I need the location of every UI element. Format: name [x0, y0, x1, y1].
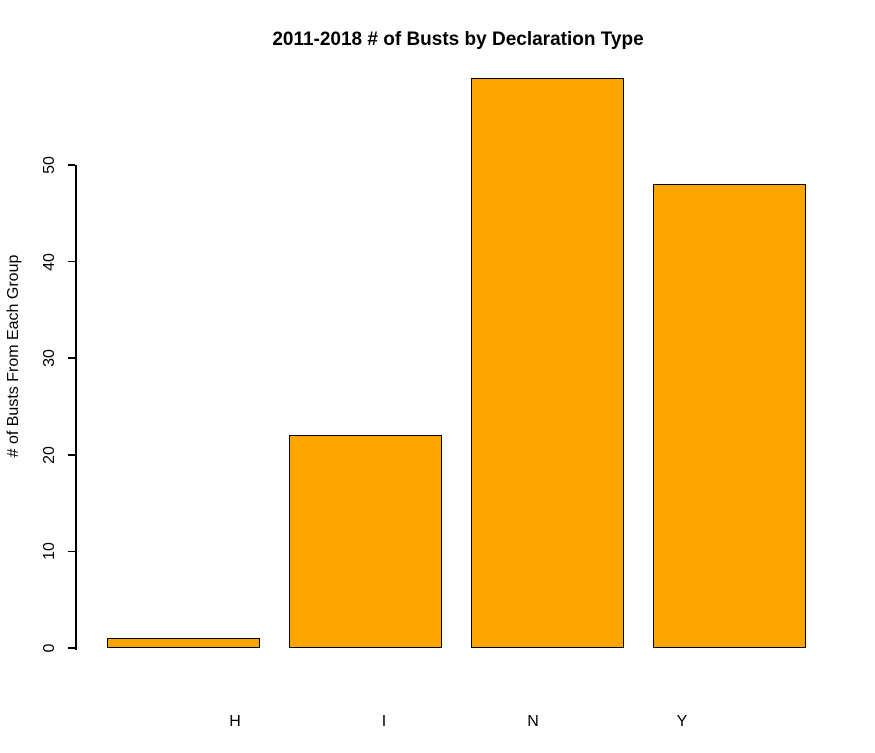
y-axis-label: # of Busts From Each Group — [5, 254, 22, 458]
bar-h — [107, 638, 260, 648]
bar-i — [289, 435, 442, 648]
y-tick-label: 20 — [41, 445, 58, 464]
y-tick-label: 40 — [41, 252, 58, 271]
y-tick-mark — [68, 647, 75, 649]
y-tick-mark — [68, 454, 75, 456]
x-category-label: N — [527, 713, 539, 730]
x-category-label: I — [381, 713, 387, 730]
y-tick-label: 0 — [41, 643, 58, 653]
y-axis-line — [75, 165, 77, 650]
y-tick-label: 50 — [41, 156, 58, 174]
chart-title: 2011-2018 # of Busts by Declaration Type — [272, 29, 644, 50]
y-tick-mark — [68, 164, 75, 166]
y-tick-mark — [68, 550, 75, 553]
y-tick-label: 30 — [41, 349, 58, 368]
y-tick-mark — [68, 260, 75, 263]
x-category-label: Y — [676, 713, 688, 730]
y-tick-mark — [68, 357, 75, 359]
bar-n — [471, 78, 624, 648]
bar-y — [653, 184, 806, 648]
x-category-label: H — [229, 713, 241, 730]
y-tick-label: 10 — [41, 542, 58, 561]
